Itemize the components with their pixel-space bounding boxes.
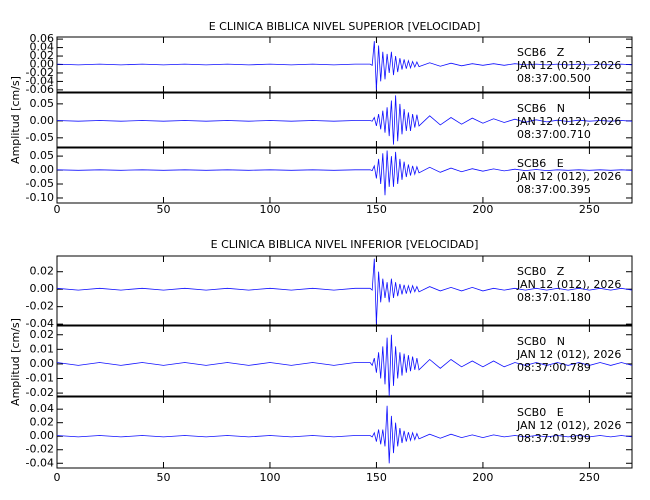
y-tick-label: -0.04 [26, 456, 54, 469]
x-tick-label: 100 [259, 471, 280, 484]
y-tick-label: 0.00 [30, 429, 55, 442]
station-label: SCB0 N [517, 335, 565, 348]
x-tick-label: 250 [579, 471, 600, 484]
panel-frame [56, 396, 633, 469]
time-label: 08:37:00.395 [517, 183, 591, 196]
y-tick-label: -0.05 [26, 131, 54, 144]
y-tick-label: 0.05 [30, 149, 55, 162]
station-label: SCB0 Z [517, 265, 565, 278]
time-label: 08:37:00.789 [517, 361, 591, 374]
time-label: 08:37:01.180 [517, 291, 591, 304]
date-label: JAN 12 (012), 2026 [516, 348, 621, 361]
station-label: SCB0 E [517, 406, 564, 419]
y-tick-label: 0.01 [30, 342, 55, 355]
waveform [56, 95, 633, 145]
y-tick-label: -0.04 [26, 74, 54, 87]
x-tick-label: 100 [259, 203, 280, 216]
y-tick-label: -0.01 [26, 372, 54, 385]
y-tick-label: 0.00 [30, 282, 55, 295]
station-label: SCB6 Z [517, 46, 565, 59]
x-tick-label: 50 [156, 203, 170, 216]
waveform [56, 258, 633, 325]
y-tick-label: 0.04 [30, 41, 55, 54]
y-tick-label: 0.00 [30, 114, 55, 127]
panel-frame [56, 147, 633, 204]
panel-frame [56, 325, 633, 397]
x-tick-label: 50 [156, 471, 170, 484]
date-label: JAN 12 (012), 2026 [516, 419, 621, 432]
y-tick-label: -0.06 [26, 83, 54, 96]
station-label: SCB6 E [517, 157, 564, 170]
y-tick-label: 0.02 [30, 265, 55, 278]
waveform [56, 334, 633, 397]
panel-frame [56, 255, 633, 326]
y-tick-label: 0.02 [30, 49, 55, 62]
date-label: JAN 12 (012), 2026 [516, 170, 621, 183]
y-tick-label: -0.02 [26, 386, 54, 399]
y-axis-label: Amplitud [cm/s] [9, 318, 22, 406]
waveform [56, 150, 633, 196]
y-tick-label: 0.05 [30, 97, 55, 110]
x-tick-label: 0 [54, 471, 61, 484]
time-label: 08:37:00.710 [517, 128, 591, 141]
y-tick-label: 0.00 [30, 163, 55, 176]
y-tick-label: -0.04 [26, 317, 54, 330]
y-axis-label: Amplitud [cm/s] [9, 76, 22, 164]
y-tick-label: 0.00 [30, 58, 55, 71]
y-tick-label: 0.02 [30, 416, 55, 429]
panel-frame [56, 92, 633, 148]
date-label: JAN 12 (012), 2026 [516, 59, 621, 72]
y-tick-label: 0.00 [30, 357, 55, 370]
time-label: 08:37:00.500 [517, 72, 591, 85]
y-tick-label: -0.02 [26, 300, 54, 313]
y-tick-label: 0.06 [30, 32, 55, 45]
x-tick-label: 150 [366, 203, 387, 216]
chart-title: E CLINICA BIBLICA NIVEL SUPERIOR [VELOCI… [209, 20, 481, 33]
x-tick-label: 200 [472, 203, 493, 216]
station-label: SCB6 N [517, 102, 565, 115]
x-tick-label: 150 [366, 471, 387, 484]
x-tick-label: 250 [579, 203, 600, 216]
y-tick-label: -0.05 [26, 177, 54, 190]
y-tick-label: 0.02 [30, 328, 55, 341]
time-label: 08:37:01.999 [517, 432, 591, 445]
x-tick-label: 0 [54, 203, 61, 216]
y-tick-label: -0.02 [26, 443, 54, 456]
waveform [56, 41, 633, 90]
y-tick-label: -0.02 [26, 66, 54, 79]
x-tick-label: 200 [472, 471, 493, 484]
date-label: JAN 12 (012), 2026 [516, 115, 621, 128]
date-label: JAN 12 (012), 2026 [516, 278, 621, 291]
chart-title: E CLINICA BIBLICA NIVEL INFERIOR [VELOCI… [211, 238, 479, 251]
waveform [56, 405, 633, 464]
y-tick-label: 0.04 [30, 402, 55, 415]
y-tick-label: -0.10 [26, 191, 54, 204]
